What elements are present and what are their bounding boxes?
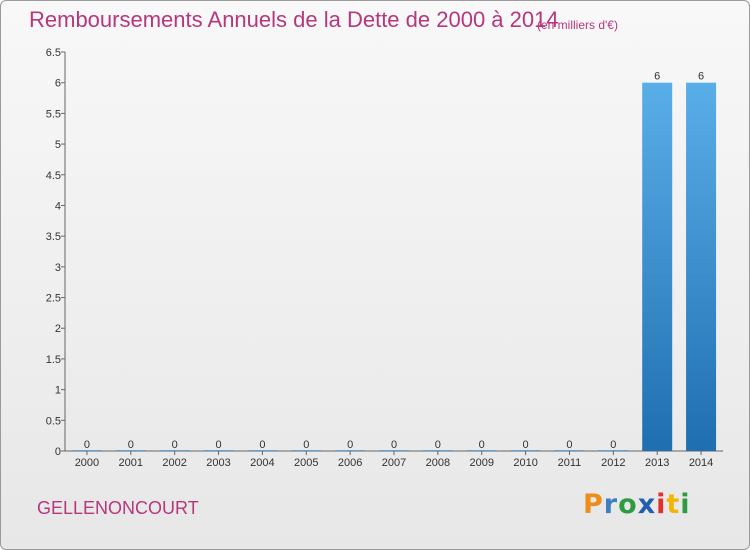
data-label: 0 xyxy=(435,439,441,451)
bar-2001 xyxy=(115,450,146,451)
data-label: 0 xyxy=(610,439,616,451)
x-tick-label: 2013 xyxy=(645,457,669,469)
x-tick-label: 2008 xyxy=(426,457,450,469)
bar-2000 xyxy=(71,450,102,451)
x-tick-label: 2001 xyxy=(119,457,143,469)
data-label: 6 xyxy=(698,71,704,83)
data-label: 0 xyxy=(259,439,265,451)
y-tick-label: 5 xyxy=(55,139,61,151)
x-tick-label: 2000 xyxy=(75,457,99,469)
bar-2005 xyxy=(291,450,322,451)
bar-2007 xyxy=(379,450,409,451)
bar-2003 xyxy=(203,450,234,451)
data-label: 6 xyxy=(654,71,660,83)
bar-2010 xyxy=(510,450,541,451)
data-label: 0 xyxy=(566,439,572,451)
bar-2002 xyxy=(159,450,190,451)
bar-2008 xyxy=(422,450,453,451)
data-label: 0 xyxy=(523,439,529,451)
bar-2014 xyxy=(686,82,717,451)
y-tick-label: 0 xyxy=(55,446,61,458)
x-tick-label: 2005 xyxy=(294,457,318,469)
y-tick-label: 3.5 xyxy=(46,231,61,243)
y-tick-label: 1 xyxy=(55,385,61,397)
chart-data-labels: 0 0 0 0 0 0 0 0 0 0 0 0 0 6 6 xyxy=(84,71,704,451)
data-label: 0 xyxy=(303,439,309,451)
bar-2009 xyxy=(466,450,497,451)
x-tick-label: 2012 xyxy=(601,457,625,469)
x-tick-label: 2006 xyxy=(338,457,362,469)
chart-subtitle: (en milliers d'€) xyxy=(537,18,618,32)
y-tick-label: 6.5 xyxy=(46,47,61,59)
bar-2004 xyxy=(247,450,278,451)
y-tick-label: 0.5 xyxy=(46,415,61,427)
x-tick-label: 2010 xyxy=(513,457,537,469)
bar-2012 xyxy=(598,450,629,451)
bar-2006 xyxy=(335,450,366,451)
x-tick-label: 2007 xyxy=(382,457,406,469)
proxiti-logo[interactable]: Proxiti xyxy=(583,489,691,520)
bar-2013 xyxy=(642,82,673,451)
chart-bars xyxy=(71,82,717,451)
y-tick-label: 6 xyxy=(55,78,61,90)
y-tick-label: 5.5 xyxy=(46,108,61,120)
x-tick-label: 2011 xyxy=(558,457,582,469)
data-label: 0 xyxy=(347,439,353,451)
city-name: GELLENONCOURT xyxy=(37,498,199,518)
data-label: 0 xyxy=(84,439,90,451)
data-label: 0 xyxy=(391,439,397,451)
y-tick-label: 2 xyxy=(55,323,61,335)
y-tick-label: 4 xyxy=(55,200,61,212)
x-tick-label: 2009 xyxy=(469,457,493,469)
chart-axes: 0 0.5 1 1.5 2 2.5 3 3.5 4 4.5 5 5.5 6 6.5 2000 2001 2002… xyxy=(46,47,723,469)
data-label: 0 xyxy=(215,439,221,451)
y-tick-label: 1.5 xyxy=(46,354,61,366)
data-label: 0 xyxy=(128,439,134,451)
x-tick-label: 2004 xyxy=(250,457,274,469)
bar-2011 xyxy=(554,450,585,451)
x-tick-label: 2014 xyxy=(689,457,713,469)
y-tick-label: 4.5 xyxy=(46,170,61,182)
chart-title: Remboursements Annuels de la Dette de 20… xyxy=(29,7,559,32)
x-tick-label: 2003 xyxy=(206,457,230,469)
y-tick-label: 3 xyxy=(55,262,61,274)
data-label: 0 xyxy=(479,439,485,451)
y-tick-label: 2.5 xyxy=(46,293,61,305)
x-tick-label: 2002 xyxy=(162,457,186,469)
data-label: 0 xyxy=(172,439,178,451)
